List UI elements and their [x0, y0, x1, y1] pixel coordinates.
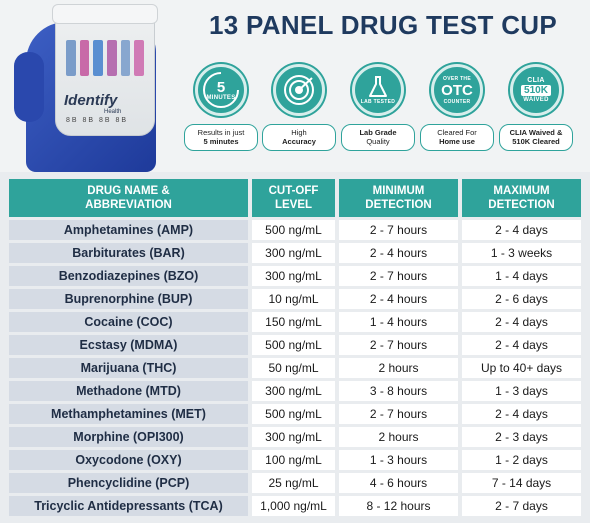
min-detection-cell: 2 - 7 hours [335, 335, 458, 355]
drug-name-cell: Amphetamines (AMP) [9, 220, 248, 240]
max-detection-cell: 2 - 6 days [458, 289, 581, 309]
max-detection-cell: 7 - 14 days [458, 473, 581, 493]
test-strips [66, 40, 145, 76]
table-row: Phencyclidine (PCP) 25 ng/mL 4 - 6 hours 7 … [9, 473, 581, 493]
min-detection-cell: 2 hours [335, 427, 458, 447]
header-max-detection: MAXIMUM DETECTION [458, 179, 581, 217]
max-detection-cell: 2 - 4 days [458, 335, 581, 355]
drug-table: DRUG NAME & ABBREVIATION CUT-OFF LEVEL MIN… [9, 176, 581, 519]
max-detection-cell: 1 - 3 weeks [458, 243, 581, 263]
min-detection-cell: 1 - 3 hours [335, 450, 458, 470]
min-detection-cell: 2 hours [335, 358, 458, 378]
max-detection-cell: 1 - 4 days [458, 266, 581, 286]
drug-name-cell: Cocaine (COC) [9, 312, 248, 332]
table-row: Buprenorphine (BUP) 10 ng/mL 2 - 4 hours 2 … [9, 289, 581, 309]
badge-caption: CLIA Waived & 510K Cleared [499, 124, 573, 151]
min-detection-cell: 2 - 7 hours [335, 266, 458, 286]
header-drug-name: DRUG NAME & ABBREVIATION [9, 179, 248, 217]
header-cutoff: CUT-OFF LEVEL [248, 179, 335, 217]
max-detection-cell: 1 - 2 days [458, 450, 581, 470]
drug-name-cell: Oxycodone (OXY) [9, 450, 248, 470]
table-row: Oxycodone (OXY) 100 ng/mL 1 - 3 hours 1 - 2… [9, 450, 581, 470]
badge-otc: OVER THE OTC COUNTER Cleared For Home us… [420, 64, 494, 151]
max-detection-cell: 1 - 3 days [458, 381, 581, 401]
target-icon [273, 64, 325, 116]
cutoff-cell: 100 ng/mL [248, 450, 335, 470]
cup-lid [52, 4, 158, 24]
cutoff-cell: 300 ng/mL [248, 243, 335, 263]
min-detection-cell: 4 - 6 hours [335, 473, 458, 493]
table-row: Benzodiazepines (BZO) 300 ng/mL 2 - 7 hour… [9, 266, 581, 286]
badge-lab-tested: LAB TESTED Lab Grade Quality [341, 64, 415, 151]
cutoff-cell: 50 ng/mL [248, 358, 335, 378]
badge-caption: Cleared For Home use [420, 124, 494, 151]
header-min-detection: MINIMUM DETECTION [335, 179, 458, 217]
cup-marks: 8B 8B 8B 8B [66, 117, 129, 124]
badge-caption: Lab Grade Quality [341, 124, 415, 151]
cutoff-cell: 500 ng/mL [248, 404, 335, 424]
cutoff-cell: 10 ng/mL [248, 289, 335, 309]
table-row: Cocaine (COC) 150 ng/mL 1 - 4 hours 2 - 4 d… [9, 312, 581, 332]
table-header-row: DRUG NAME & ABBREVIATION CUT-OFF LEVEL MIN… [9, 179, 581, 217]
table-row: Ecstasy (MDMA) 500 ng/mL 2 - 7 hours 2 - 4 … [9, 335, 581, 355]
table-row: Morphine (OPI300) 300 ng/mL 2 hours 2 - 3 d… [9, 427, 581, 447]
cup-brand-label: Identify [64, 92, 118, 109]
min-detection-cell: 2 - 4 hours [335, 289, 458, 309]
table-row: Methadone (MTD) 300 ng/mL 3 - 8 hours 1 - 3… [9, 381, 581, 401]
min-detection-cell: 2 - 7 hours [335, 220, 458, 240]
max-detection-cell: 2 - 4 days [458, 404, 581, 424]
min-detection-cell: 1 - 4 hours [335, 312, 458, 332]
cutoff-cell: 300 ng/mL [248, 427, 335, 447]
drug-name-cell: Methadone (MTD) [9, 381, 248, 401]
max-detection-cell: 2 - 4 days [458, 312, 581, 332]
min-detection-cell: 3 - 8 hours [335, 381, 458, 401]
max-detection-cell: 2 - 7 days [458, 496, 581, 516]
min-detection-cell: 2 - 4 hours [335, 243, 458, 263]
drug-name-cell: Methamphetamines (MET) [9, 404, 248, 424]
min-detection-cell: 2 - 7 hours [335, 404, 458, 424]
clia-icon: CLIA 510K WAIVED [510, 64, 562, 116]
drug-name-cell: Phencyclidine (PCP) [9, 473, 248, 493]
table-row: Amphetamines (AMP) 500 ng/mL 2 - 7 hours 2 … [9, 220, 581, 240]
drug-name-cell: Barbiturates (BAR) [9, 243, 248, 263]
cutoff-cell: 150 ng/mL [248, 312, 335, 332]
drug-name-cell: Marijuana (THC) [9, 358, 248, 378]
clock-icon: 5 MINUTES [195, 64, 247, 116]
badge-clia: CLIA 510K WAIVED CLIA Waived & 510K Clea… [499, 64, 573, 151]
max-detection-cell: 2 - 4 days [458, 220, 581, 240]
cutoff-cell: 300 ng/mL [248, 381, 335, 401]
table-row: Barbiturates (BAR) 300 ng/mL 2 - 4 hours 1 … [9, 243, 581, 263]
cutoff-cell: 500 ng/mL [248, 335, 335, 355]
drug-name-cell: Benzodiazepines (BZO) [9, 266, 248, 286]
page-title: 13 PANEL DRUG TEST CUP [208, 10, 558, 40]
cup-brand-sub: Health [104, 109, 122, 115]
max-detection-cell: Up to 40+ days [458, 358, 581, 378]
table-row: Marijuana (THC) 50 ng/mL 2 hours Up to 40+ … [9, 358, 581, 378]
drug-name-cell: Ecstasy (MDMA) [9, 335, 248, 355]
badge-accuracy: High Accuracy [262, 64, 336, 151]
badge-caption: Results in just 5 minutes [184, 124, 258, 151]
badge-caption: High Accuracy [262, 124, 336, 151]
table-row: Tricyclic Antidepressants (TCA) 1,000 ng/… [9, 496, 581, 516]
table-row: Methamphetamines (MET) 500 ng/mL 2 - 7 hou… [9, 404, 581, 424]
drug-name-cell: Buprenorphine (BUP) [9, 289, 248, 309]
cutoff-cell: 500 ng/mL [248, 220, 335, 240]
flask-icon: LAB TESTED [352, 64, 404, 116]
cutoff-cell: 25 ng/mL [248, 473, 335, 493]
cutoff-cell: 300 ng/mL [248, 266, 335, 286]
min-detection-cell: 8 - 12 hours [335, 496, 458, 516]
drug-name-cell: Morphine (OPI300) [9, 427, 248, 447]
badge-5-minutes: 5 MINUTES Results in just 5 minutes [184, 64, 258, 151]
drug-name-cell: Tricyclic Antidepressants (TCA) [9, 496, 248, 516]
max-detection-cell: 2 - 3 days [458, 427, 581, 447]
cutoff-cell: 1,000 ng/mL [248, 496, 335, 516]
otc-icon: OVER THE OTC COUNTER [431, 64, 483, 116]
